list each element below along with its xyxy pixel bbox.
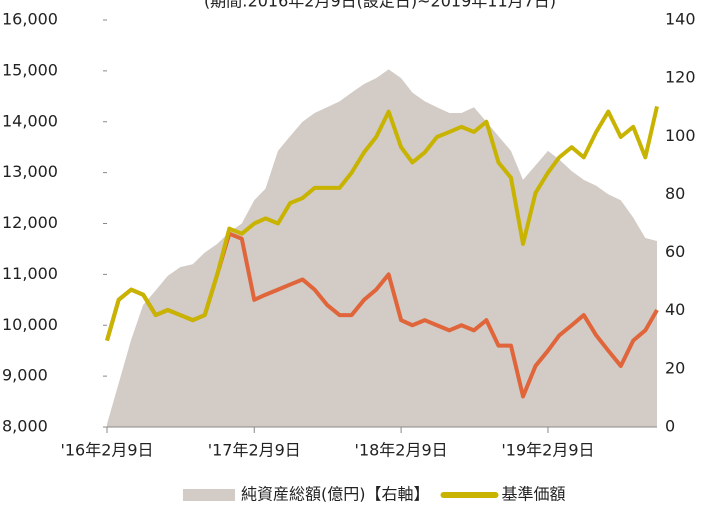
y2-tick-label: 100 — [665, 126, 696, 145]
x-tick-label: '16年2月9日 — [60, 441, 153, 460]
line — [105, 106, 659, 342]
legend-label: 純資産総額(億円)【右軸】 — [241, 485, 430, 504]
y-tick-label: 16,000 — [2, 10, 58, 29]
y2-tick-label: 40 — [665, 300, 685, 319]
x-tick-label: '17年2月9日 — [208, 441, 301, 460]
y2-tick-label: 120 — [665, 68, 696, 87]
y-tick-label: 14,000 — [2, 111, 58, 130]
x-tick-label: '18年2月9日 — [355, 441, 448, 460]
chart-title: (期間:2016年2月9日(設定日)~2019年11月7日) — [204, 0, 556, 11]
y-tick-label: 15,000 — [2, 60, 58, 79]
legend-swatch — [183, 489, 235, 501]
y2-tick-label: 80 — [665, 184, 685, 203]
y2-tick-label: 0 — [665, 417, 675, 436]
y2-tick-label: 60 — [665, 242, 685, 261]
y2-tick-label: 20 — [665, 358, 685, 377]
area — [107, 69, 657, 428]
y-tick-label: 8,000 — [2, 417, 48, 436]
y-tick-label: 13,000 — [2, 162, 58, 181]
y-tick-label: 10,000 — [2, 315, 58, 334]
x-tick-label: '19年2月9日 — [501, 441, 594, 460]
y2-tick-label: 140 — [665, 10, 696, 29]
y-tick-label: 12,000 — [2, 213, 58, 232]
y-tick-label: 9,000 — [2, 366, 48, 385]
legend-label: 基準価額 — [502, 485, 566, 504]
y-tick-label: 11,000 — [2, 264, 58, 283]
